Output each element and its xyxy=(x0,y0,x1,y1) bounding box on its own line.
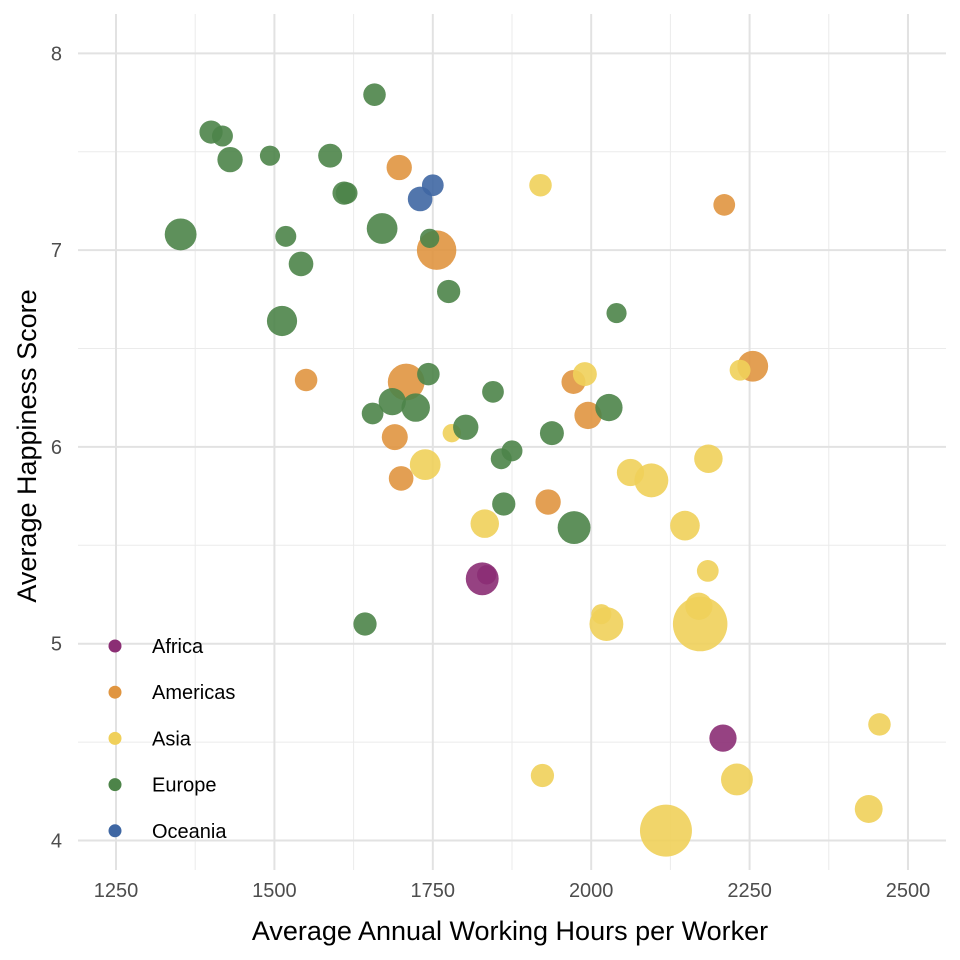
data-point-asia xyxy=(694,444,723,473)
data-point-europe xyxy=(275,225,297,247)
data-point-europe xyxy=(353,612,377,636)
data-point-europe xyxy=(539,421,564,446)
data-point-asia xyxy=(720,763,753,796)
data-point-europe xyxy=(288,251,314,277)
data-point-asia xyxy=(409,449,441,481)
legend-label-americas: Americas xyxy=(152,682,235,704)
data-point-europe xyxy=(482,380,504,403)
legend-key-oceania xyxy=(108,824,122,838)
data-point-europe xyxy=(217,146,243,173)
y-axis-ticks: 4 5 6 7 8 xyxy=(51,43,62,852)
data-point-europe xyxy=(492,492,516,516)
data-point-europe xyxy=(318,143,343,168)
x-tick-label: 2250 xyxy=(727,880,772,902)
data-point-europe xyxy=(366,213,398,244)
data-point-europe xyxy=(453,414,479,440)
data-point-asia xyxy=(530,763,555,788)
x-tick-label: 1500 xyxy=(252,880,297,902)
data-point-europe xyxy=(164,218,197,251)
data-point-europe xyxy=(266,305,298,337)
legend-key-europe xyxy=(108,778,122,792)
data-point-europe xyxy=(437,279,461,304)
data-point-europe xyxy=(211,125,233,147)
y-tick-label: 5 xyxy=(51,634,62,656)
legend-label-europe: Europe xyxy=(152,775,217,797)
data-point-oceania xyxy=(407,186,433,212)
x-tick-label: 2000 xyxy=(569,880,614,902)
data-point-europe xyxy=(501,440,523,462)
data-point-europe xyxy=(335,182,358,204)
data-point-asia xyxy=(529,173,552,197)
data-point-asia xyxy=(696,560,719,582)
y-tick-label: 4 xyxy=(51,830,62,852)
data-point-europe xyxy=(378,388,406,416)
data-point-europe xyxy=(363,83,386,106)
data-point-americas xyxy=(535,489,561,515)
data-point-africa xyxy=(709,724,737,752)
data-point-asia xyxy=(868,713,891,736)
data-point-europe xyxy=(417,362,440,386)
data-point-americas xyxy=(713,194,736,216)
legend-label-africa: Africa xyxy=(152,636,204,658)
data-point-americas xyxy=(574,401,602,430)
data-point-asia xyxy=(670,510,700,541)
legend-label-oceania: Oceania xyxy=(152,821,227,843)
data-point-europe xyxy=(595,393,623,422)
data-point-europe xyxy=(606,303,627,324)
data-point-asia xyxy=(470,509,499,538)
x-axis-title: Average Annual Working Hours per Worker xyxy=(252,916,768,946)
data-point-americas xyxy=(381,424,408,451)
x-tick-label: 1250 xyxy=(94,880,139,902)
data-point-americas xyxy=(388,466,414,491)
x-tick-label: 2500 xyxy=(886,880,931,902)
data-point-asia xyxy=(634,463,669,498)
legend-key-africa xyxy=(108,639,122,653)
y-tick-label: 8 xyxy=(51,43,62,65)
legend-key-asia xyxy=(108,731,122,745)
data-point-africa xyxy=(477,565,497,585)
data-point-asia xyxy=(572,362,597,387)
data-point-asia xyxy=(639,804,692,857)
data-point-europe xyxy=(557,511,591,545)
data-point-europe xyxy=(401,393,430,422)
data-point-europe xyxy=(361,402,384,425)
y-tick-label: 6 xyxy=(51,437,62,459)
data-point-asia xyxy=(729,359,751,381)
x-axis-ticks: 1250 1500 1750 2000 2250 2500 xyxy=(94,880,930,902)
data-point-asia xyxy=(589,607,624,641)
data-point-americas xyxy=(294,368,318,392)
legend-label-asia: Asia xyxy=(152,728,192,750)
legend: Africa Americas Asia Europe Oceania xyxy=(108,636,235,843)
data-point-europe xyxy=(419,228,440,248)
legend-key-americas xyxy=(108,685,122,699)
y-axis-title: Average Happiness Score xyxy=(12,289,42,602)
data-points xyxy=(164,83,891,857)
y-tick-label: 7 xyxy=(51,240,62,262)
data-point-americas xyxy=(386,154,412,181)
data-point-asia xyxy=(854,795,883,823)
data-point-europe xyxy=(259,145,281,166)
grid-minor xyxy=(78,14,946,870)
data-point-asia xyxy=(672,596,728,652)
x-tick-label: 1750 xyxy=(411,880,456,902)
